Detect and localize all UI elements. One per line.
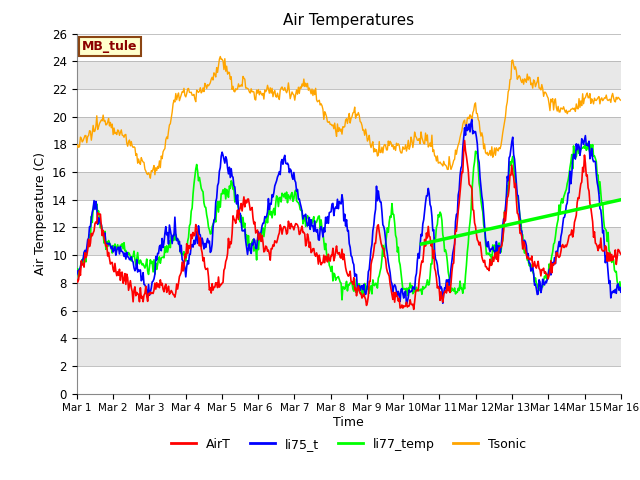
Bar [77, 228, 621, 255]
Bar [77, 34, 621, 61]
Text: MB_tule: MB_tule [82, 40, 138, 53]
Bar [77, 366, 621, 394]
X-axis label: Time: Time [333, 416, 364, 429]
Bar [77, 172, 621, 200]
Bar [77, 89, 621, 117]
Bar [77, 144, 621, 172]
Title: Air Temperatures: Air Temperatures [284, 13, 414, 28]
Bar [77, 117, 621, 144]
Bar [77, 311, 621, 338]
Bar [77, 200, 621, 228]
Bar [77, 255, 621, 283]
Bar [77, 338, 621, 366]
Bar [77, 61, 621, 89]
Y-axis label: Air Temperature (C): Air Temperature (C) [33, 152, 47, 275]
Bar [77, 283, 621, 311]
Legend: AirT, li75_t, li77_temp, Tsonic: AirT, li75_t, li77_temp, Tsonic [166, 433, 531, 456]
